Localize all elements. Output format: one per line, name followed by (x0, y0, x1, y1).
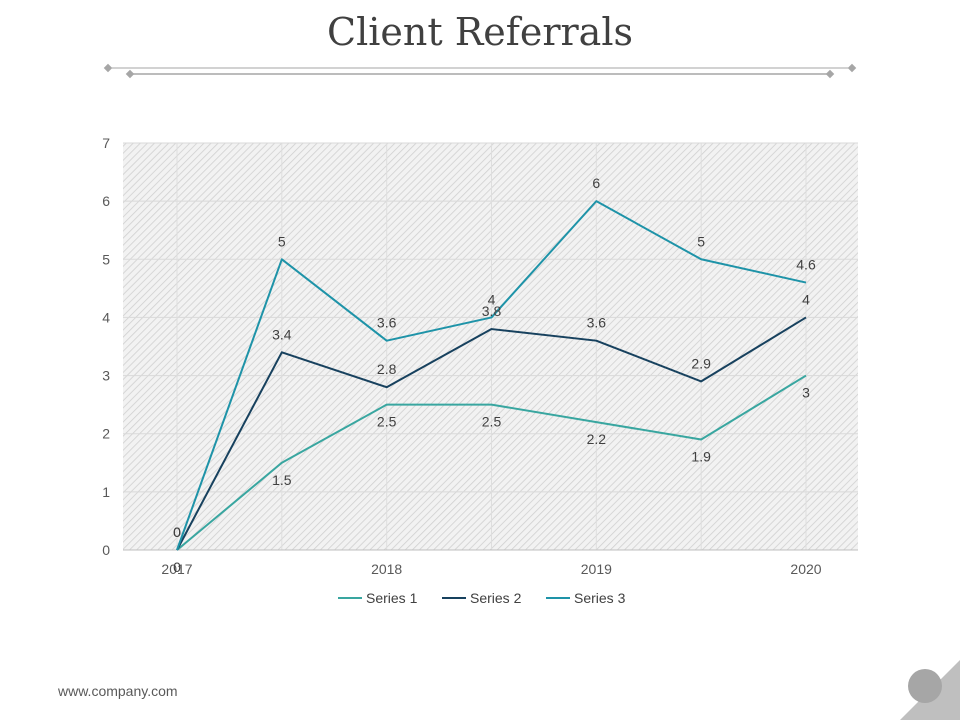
data-label: 4.6 (796, 257, 816, 273)
series-line-2 (176, 316, 807, 551)
data-label: 3.6 (377, 315, 397, 331)
y-tick-label: 3 (102, 368, 110, 384)
data-label: 1.9 (691, 449, 711, 465)
x-tick-label: 2018 (371, 561, 402, 577)
series-line-1 (176, 374, 807, 551)
data-label: 2.5 (377, 414, 397, 430)
title-divider (103, 63, 857, 79)
data-label: 2.9 (691, 355, 711, 371)
y-axis-ticks: 0 1 2 3 4 5 6 7 (102, 135, 110, 558)
corner-decoration (900, 660, 960, 720)
legend-label: Series 2 (470, 590, 522, 606)
data-label: 4 (488, 291, 496, 307)
legend-label: Series 1 (366, 590, 418, 606)
data-label: 1.5 (272, 472, 292, 488)
data-label: 0 (173, 559, 181, 575)
data-label: 3.8 (482, 303, 502, 319)
data-label: 3 (802, 385, 810, 401)
y-tick-label: 7 (102, 135, 110, 151)
x-tick-label: 2017 (161, 561, 192, 577)
line-chart: 0 1 2 3 4 5 6 7 2017 2018 2019 2020 0 1.5 2.5 2.5 2.2 1… (102, 135, 858, 606)
data-label: 0 (173, 524, 181, 540)
data-label: 5 (278, 233, 286, 249)
data-label: 6 (592, 175, 600, 191)
data-labels: 01.52.5 2.52.21.9303.42.83.83.62.94053.64… (173, 175, 816, 575)
y-tick-label: 4 (102, 309, 110, 325)
y-tick-label: 1 (102, 484, 110, 500)
y-tick-label: 5 (102, 251, 110, 267)
y-tick-label: 2 (102, 426, 110, 442)
data-label: 4 (802, 291, 810, 307)
data-label: 2.8 (377, 361, 397, 377)
y-tick-label: 6 (102, 193, 110, 209)
slide-title: Client Referrals (327, 10, 633, 54)
data-label: 3.6 (587, 315, 607, 331)
x-tick-label: 2020 (790, 561, 821, 577)
x-tick-label: 2019 (581, 561, 612, 577)
y-tick-label: 0 (102, 542, 110, 558)
x-axis-ticks: 2017 2018 2019 2020 (161, 561, 821, 577)
legend: Series 1 Series 2 Series 3 (338, 590, 626, 606)
data-label: 2.5 (482, 414, 502, 430)
series-lines (176, 200, 807, 551)
legend-label: Series 3 (574, 590, 626, 606)
data-label: 2.2 (587, 431, 607, 447)
data-label: 0 (173, 524, 181, 540)
footer-url: www.company.com (58, 683, 178, 699)
series-line-3 (176, 200, 807, 551)
data-label: 5 (697, 233, 705, 249)
data-label: 3.4 (272, 326, 292, 342)
plot-area (123, 143, 858, 550)
